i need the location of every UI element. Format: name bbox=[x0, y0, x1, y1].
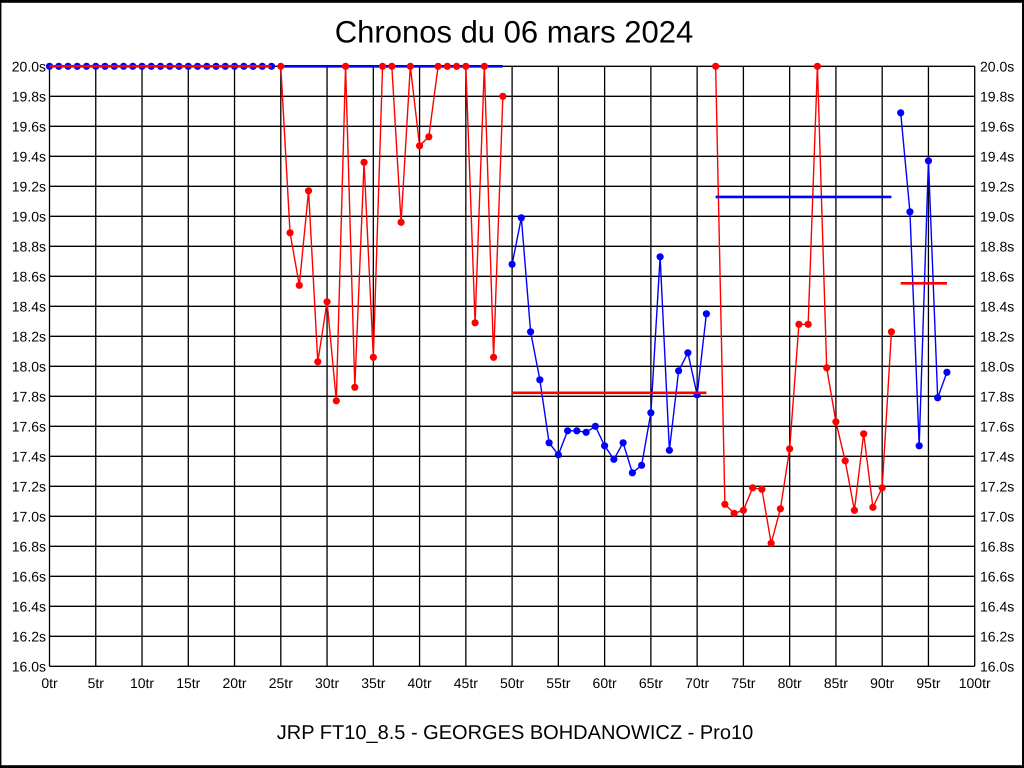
svg-text:17.4s: 17.4s bbox=[12, 448, 46, 464]
svg-text:18.2s: 18.2s bbox=[980, 328, 1014, 344]
svg-text:10tr: 10tr bbox=[130, 675, 154, 691]
svg-text:70tr: 70tr bbox=[685, 675, 709, 691]
svg-text:18.0s: 18.0s bbox=[980, 358, 1014, 374]
svg-text:18.4s: 18.4s bbox=[12, 298, 46, 314]
svg-text:17.0s: 17.0s bbox=[980, 508, 1014, 524]
svg-text:16.2s: 16.2s bbox=[980, 628, 1014, 644]
svg-text:5tr: 5tr bbox=[88, 675, 105, 691]
svg-text:18.2s: 18.2s bbox=[12, 328, 46, 344]
svg-text:17.6s: 17.6s bbox=[980, 418, 1014, 434]
svg-text:65tr: 65tr bbox=[639, 675, 663, 691]
svg-text:60tr: 60tr bbox=[593, 675, 617, 691]
svg-text:JRP FT10_8.5 - GEORGES BOHDANO: JRP FT10_8.5 - GEORGES BOHDANOWICZ - Pro… bbox=[277, 722, 753, 744]
svg-text:80tr: 80tr bbox=[778, 675, 802, 691]
svg-text:85tr: 85tr bbox=[824, 675, 848, 691]
svg-text:0tr: 0tr bbox=[41, 675, 58, 691]
svg-text:18.6s: 18.6s bbox=[12, 268, 46, 284]
svg-text:17.4s: 17.4s bbox=[980, 448, 1014, 464]
svg-text:17.6s: 17.6s bbox=[12, 418, 46, 434]
svg-text:19.4s: 19.4s bbox=[980, 148, 1014, 164]
svg-text:18.0s: 18.0s bbox=[12, 358, 46, 374]
svg-text:16.4s: 16.4s bbox=[12, 598, 46, 614]
svg-text:17.2s: 17.2s bbox=[980, 478, 1014, 494]
svg-text:16.8s: 16.8s bbox=[12, 538, 46, 554]
svg-text:17.8s: 17.8s bbox=[12, 388, 46, 404]
svg-text:55tr: 55tr bbox=[546, 675, 570, 691]
svg-text:19.8s: 19.8s bbox=[12, 88, 46, 104]
svg-text:20tr: 20tr bbox=[222, 675, 246, 691]
svg-text:20.0s: 20.0s bbox=[12, 58, 46, 74]
svg-text:17.0s: 17.0s bbox=[12, 508, 46, 524]
svg-text:19.2s: 19.2s bbox=[12, 178, 46, 194]
svg-text:16.8s: 16.8s bbox=[980, 538, 1014, 554]
svg-text:17.8s: 17.8s bbox=[980, 388, 1014, 404]
svg-text:40tr: 40tr bbox=[408, 675, 432, 691]
svg-text:16.0s: 16.0s bbox=[12, 658, 46, 674]
svg-text:17.2s: 17.2s bbox=[12, 478, 46, 494]
svg-text:19.0s: 19.0s bbox=[980, 208, 1014, 224]
svg-text:19.2s: 19.2s bbox=[980, 178, 1014, 194]
svg-text:19.6s: 19.6s bbox=[12, 118, 46, 134]
svg-text:95tr: 95tr bbox=[916, 675, 940, 691]
svg-text:75tr: 75tr bbox=[731, 675, 755, 691]
svg-text:16.6s: 16.6s bbox=[980, 568, 1014, 584]
svg-text:90tr: 90tr bbox=[870, 675, 894, 691]
svg-text:19.4s: 19.4s bbox=[12, 148, 46, 164]
svg-text:50tr: 50tr bbox=[500, 675, 524, 691]
svg-text:20.0s: 20.0s bbox=[980, 58, 1014, 74]
svg-text:25tr: 25tr bbox=[269, 675, 293, 691]
svg-text:18.8s: 18.8s bbox=[980, 238, 1014, 254]
svg-text:18.6s: 18.6s bbox=[980, 268, 1014, 284]
svg-text:35tr: 35tr bbox=[361, 675, 385, 691]
svg-text:18.8s: 18.8s bbox=[12, 238, 46, 254]
svg-text:45tr: 45tr bbox=[454, 675, 478, 691]
svg-text:16.6s: 16.6s bbox=[12, 568, 46, 584]
svg-text:16.4s: 16.4s bbox=[980, 598, 1014, 614]
svg-text:16.2s: 16.2s bbox=[12, 628, 46, 644]
svg-text:Chronos du 06 mars 2024: Chronos du 06 mars 2024 bbox=[335, 15, 693, 50]
svg-text:18.4s: 18.4s bbox=[980, 298, 1014, 314]
svg-text:100tr: 100tr bbox=[959, 675, 991, 691]
svg-text:19.6s: 19.6s bbox=[980, 118, 1014, 134]
svg-text:15tr: 15tr bbox=[176, 675, 200, 691]
svg-text:16.0s: 16.0s bbox=[980, 658, 1014, 674]
svg-text:19.0s: 19.0s bbox=[12, 208, 46, 224]
svg-text:19.8s: 19.8s bbox=[980, 88, 1014, 104]
svg-text:30tr: 30tr bbox=[315, 675, 339, 691]
